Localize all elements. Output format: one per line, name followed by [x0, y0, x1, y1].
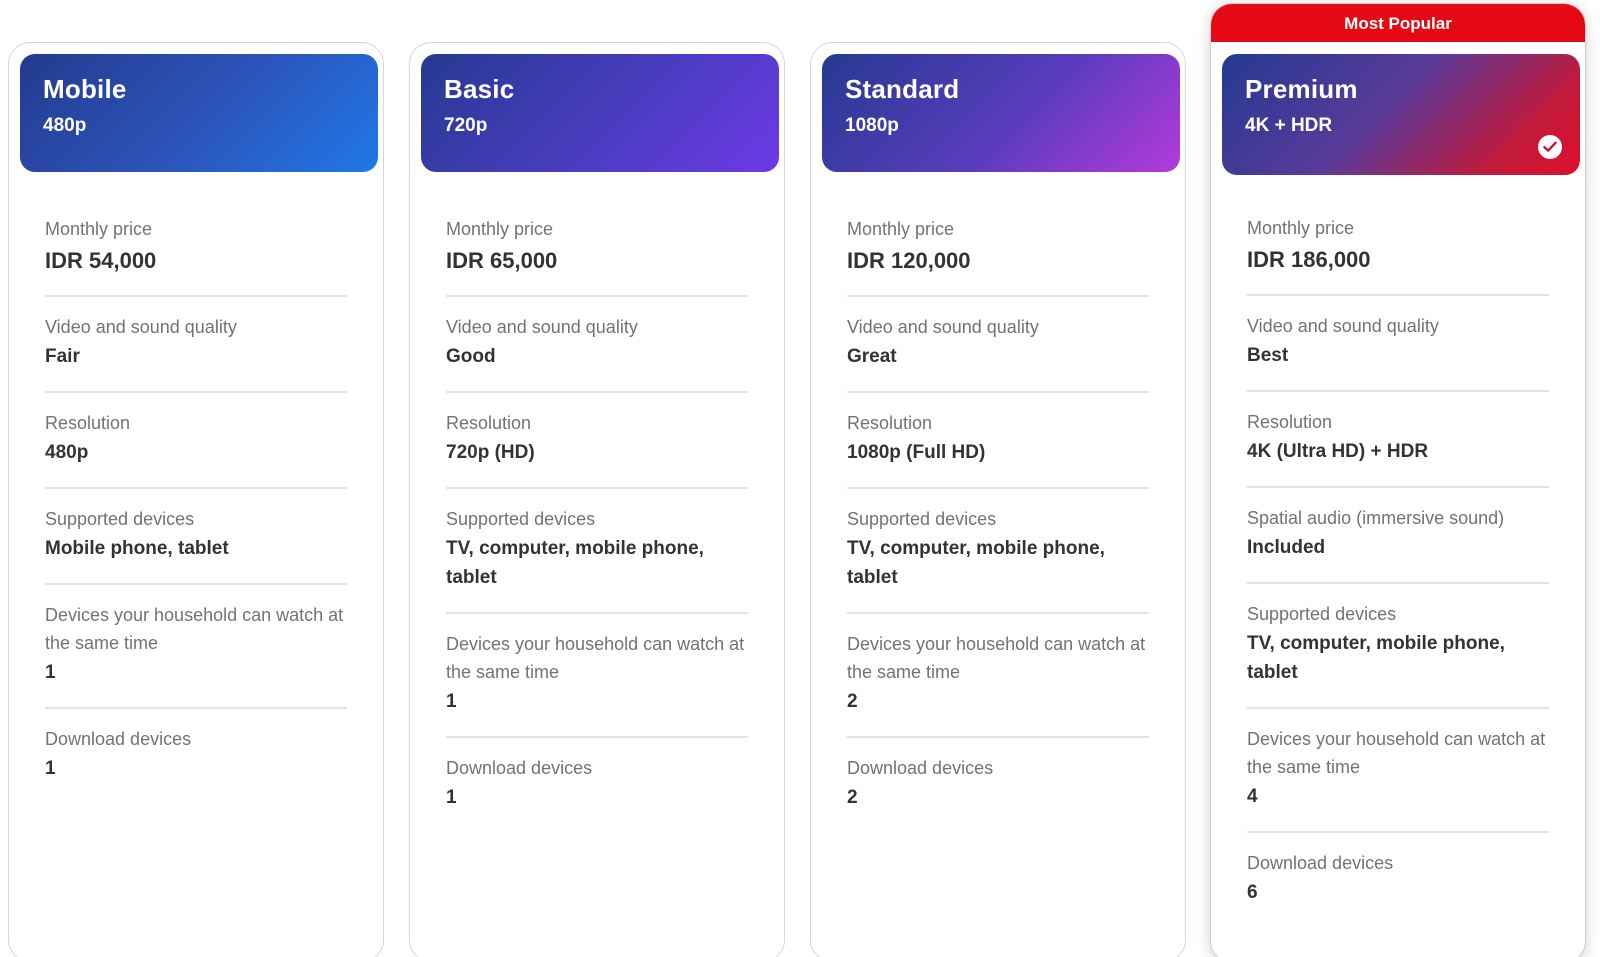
- feature-label: Devices your household can watch at the …: [847, 634, 1146, 682]
- feature-row-resolution: Resolution 720p (HD): [446, 393, 748, 489]
- feature-value: 1: [446, 691, 457, 712]
- plan-name: Premium: [1245, 74, 1358, 104]
- feature-row-resolution: Resolution 480p: [45, 393, 347, 489]
- feature-value: IDR 65,000: [446, 248, 558, 273]
- feature-row-simultaneous: Devices your household can watch at the …: [446, 614, 748, 738]
- feature-label: Video and sound quality: [1247, 316, 1439, 336]
- plan-subtitle: 480p: [43, 115, 87, 136]
- feature-row-downloads: Download devices 1: [45, 709, 347, 803]
- feature-label: Monthly price: [1247, 218, 1355, 238]
- feature-row-downloads: Download devices 1: [446, 738, 748, 832]
- most-popular-badge: Most Popular: [1211, 4, 1585, 42]
- feature-label: Resolution: [446, 413, 532, 433]
- feature-value: Great: [847, 346, 897, 367]
- feature-label: Download devices: [847, 758, 994, 778]
- feature-label: Monthly price: [446, 219, 554, 239]
- feature-label: Monthly price: [847, 219, 955, 239]
- feature-row-quality: Video and sound quality Great: [847, 297, 1149, 393]
- feature-label: Supported devices: [1247, 604, 1397, 624]
- plan-features: Monthly price IDR 120,000 Video and soun…: [847, 213, 1149, 832]
- feature-value: Included: [1247, 537, 1326, 558]
- plan-card-basic[interactable]: Basic 720p Monthly price IDR 65,000 Vide…: [409, 42, 785, 957]
- feature-row-quality: Video and sound quality Fair: [45, 297, 347, 393]
- plan-name: Mobile: [43, 74, 127, 104]
- feature-value: 480p: [45, 442, 89, 463]
- feature-value: Mobile phone, tablet: [45, 538, 229, 559]
- feature-value: 6: [1247, 882, 1258, 903]
- feature-label: Video and sound quality: [446, 317, 638, 337]
- feature-label: Monthly price: [45, 219, 153, 239]
- feature-row-devices: Supported devices TV, computer, mobile p…: [1247, 584, 1549, 709]
- feature-value: 1080p (Full HD): [847, 442, 986, 463]
- feature-row-price: Monthly price IDR 65,000: [446, 213, 748, 297]
- feature-value: 1: [446, 787, 457, 808]
- plan-features: Monthly price IDR 65,000 Video and sound…: [446, 213, 748, 832]
- feature-row-simultaneous: Devices your household can watch at the …: [847, 614, 1149, 738]
- feature-row-devices: Supported devices Mobile phone, tablet: [45, 489, 347, 585]
- feature-label: Spatial audio (immersive sound): [1247, 508, 1505, 528]
- feature-row-resolution: Resolution 4K (Ultra HD) + HDR: [1247, 392, 1549, 488]
- feature-row-simultaneous: Devices your household can watch at the …: [1247, 709, 1549, 833]
- feature-value: 2: [847, 787, 858, 808]
- feature-label: Resolution: [847, 413, 933, 433]
- feature-row-spatial-audio: Spatial audio (immersive sound) Included: [1247, 488, 1549, 584]
- feature-value: Best: [1247, 345, 1289, 366]
- plan-features: Monthly price IDR 54,000 Video and sound…: [45, 213, 347, 803]
- feature-row-price: Monthly price IDR 54,000: [45, 213, 347, 297]
- feature-value: TV, computer, mobile phone, tablet: [446, 538, 704, 588]
- feature-row-price: Monthly price IDR 120,000: [847, 213, 1149, 297]
- feature-label: Devices your household can watch at the …: [45, 605, 344, 653]
- plan-features: Monthly price IDR 186,000 Video and soun…: [1247, 212, 1549, 927]
- plan-subtitle: 1080p: [845, 115, 899, 136]
- plan-header-premium: Premium 4K + HDR: [1222, 54, 1580, 175]
- plan-card-mobile[interactable]: Mobile 480p Monthly price IDR 54,000 Vid…: [8, 42, 384, 957]
- feature-value: 720p (HD): [446, 442, 535, 463]
- plan-card-premium[interactable]: Most Popular Premium 4K + HDR Monthly pr…: [1210, 3, 1586, 957]
- plan-header-mobile: Mobile 480p: [20, 54, 378, 172]
- plan-subtitle: 4K + HDR: [1245, 115, 1333, 136]
- feature-row-resolution: Resolution 1080p (Full HD): [847, 393, 1149, 489]
- feature-value: 1: [45, 662, 56, 683]
- feature-label: Resolution: [45, 413, 131, 433]
- feature-value: TV, computer, mobile phone, tablet: [847, 538, 1105, 588]
- plan-subtitle: 720p: [444, 115, 488, 136]
- feature-value: Fair: [45, 346, 80, 367]
- feature-value: IDR 120,000: [847, 248, 971, 273]
- plan-card-standard[interactable]: Standard 1080p Monthly price IDR 120,000…: [810, 42, 1186, 957]
- feature-label: Download devices: [45, 729, 192, 749]
- feature-label: Devices your household can watch at the …: [1247, 729, 1546, 777]
- feature-value: 1: [45, 758, 56, 779]
- feature-label: Supported devices: [45, 509, 195, 529]
- plan-name: Standard: [845, 74, 960, 104]
- plan-header-standard: Standard 1080p: [822, 54, 1180, 172]
- feature-value: 4K (Ultra HD) + HDR: [1247, 441, 1429, 462]
- feature-label: Resolution: [1247, 412, 1333, 432]
- feature-label: Supported devices: [446, 509, 596, 529]
- plan-header-basic: Basic 720p: [421, 54, 779, 172]
- feature-value: IDR 186,000: [1247, 247, 1371, 272]
- feature-row-downloads: Download devices 2: [847, 738, 1149, 832]
- feature-row-devices: Supported devices TV, computer, mobile p…: [847, 489, 1149, 614]
- feature-row-devices: Supported devices TV, computer, mobile p…: [446, 489, 748, 614]
- feature-label: Supported devices: [847, 509, 997, 529]
- feature-row-quality: Video and sound quality Good: [446, 297, 748, 393]
- feature-row-downloads: Download devices 6: [1247, 833, 1549, 927]
- feature-row-simultaneous: Devices your household can watch at the …: [45, 585, 347, 709]
- feature-value: TV, computer, mobile phone, tablet: [1247, 633, 1505, 683]
- feature-row-quality: Video and sound quality Best: [1247, 296, 1549, 392]
- check-circle-icon: [1538, 135, 1562, 159]
- feature-value: 4: [1247, 786, 1258, 807]
- feature-label: Download devices: [1247, 853, 1394, 873]
- feature-value: 2: [847, 691, 858, 712]
- feature-label: Video and sound quality: [45, 317, 237, 337]
- feature-label: Download devices: [446, 758, 593, 778]
- plan-name: Basic: [444, 74, 515, 104]
- feature-label: Devices your household can watch at the …: [446, 634, 745, 682]
- feature-value: IDR 54,000: [45, 248, 157, 273]
- feature-value: Good: [446, 346, 496, 367]
- feature-label: Video and sound quality: [847, 317, 1039, 337]
- feature-row-price: Monthly price IDR 186,000: [1247, 212, 1549, 296]
